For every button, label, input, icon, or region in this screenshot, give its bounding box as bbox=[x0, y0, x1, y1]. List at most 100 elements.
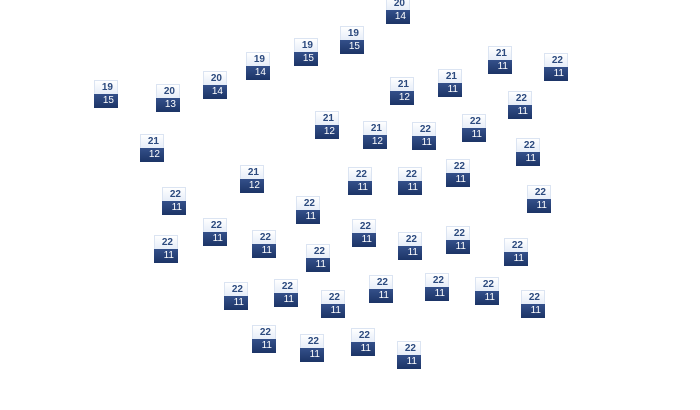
date-tile[interactable]: 22 11 bbox=[462, 114, 486, 142]
tile-top-value: 22 bbox=[425, 273, 449, 287]
date-tile[interactable]: 22 11 bbox=[348, 167, 372, 195]
date-tile[interactable]: 21 12 bbox=[315, 111, 339, 139]
tile-top-value: 21 bbox=[438, 69, 462, 83]
tile-top-value: 22 bbox=[224, 282, 248, 296]
tile-top-value: 22 bbox=[252, 230, 276, 244]
tile-bottom-value: 11 bbox=[252, 244, 276, 258]
tile-bottom-value: 11 bbox=[446, 240, 470, 254]
tile-bottom-value: 14 bbox=[386, 10, 410, 24]
tile-bottom-value: 12 bbox=[390, 91, 414, 105]
date-tile[interactable]: 21 12 bbox=[140, 134, 164, 162]
date-tile[interactable]: 22 11 bbox=[252, 325, 276, 353]
tile-top-value: 22 bbox=[352, 219, 376, 233]
tile-top-value: 22 bbox=[274, 279, 298, 293]
date-tile[interactable]: 22 11 bbox=[274, 279, 298, 307]
tile-bottom-value: 14 bbox=[246, 66, 270, 80]
tile-top-value: 22 bbox=[398, 232, 422, 246]
date-tile[interactable]: 22 11 bbox=[306, 244, 330, 272]
tile-top-value: 22 bbox=[446, 226, 470, 240]
tile-top-value: 22 bbox=[351, 328, 375, 342]
tile-top-value: 22 bbox=[527, 185, 551, 199]
date-tile[interactable]: 20 14 bbox=[203, 71, 227, 99]
date-tile[interactable]: 19 15 bbox=[94, 80, 118, 108]
tile-top-value: 20 bbox=[156, 84, 180, 98]
date-tile[interactable]: 22 11 bbox=[398, 232, 422, 260]
date-tile[interactable]: 22 11 bbox=[154, 235, 178, 263]
tile-bottom-value: 11 bbox=[252, 339, 276, 353]
date-tile[interactable]: 22 11 bbox=[398, 167, 422, 195]
date-tile[interactable]: 22 11 bbox=[321, 290, 345, 318]
tile-bottom-value: 11 bbox=[527, 199, 551, 213]
tile-bottom-value: 15 bbox=[294, 52, 318, 66]
tile-bottom-value: 11 bbox=[300, 348, 324, 362]
date-tile[interactable]: 22 11 bbox=[544, 53, 568, 81]
tile-top-value: 21 bbox=[363, 121, 387, 135]
date-tile[interactable]: 22 11 bbox=[516, 138, 540, 166]
tile-top-value: 21 bbox=[315, 111, 339, 125]
tile-bottom-value: 11 bbox=[203, 232, 227, 246]
tile-bottom-value: 11 bbox=[224, 296, 248, 310]
date-tile[interactable]: 22 11 bbox=[475, 277, 499, 305]
date-tile[interactable]: 21 12 bbox=[390, 77, 414, 105]
tile-top-value: 22 bbox=[203, 218, 227, 232]
tile-top-value: 19 bbox=[340, 26, 364, 40]
date-tile[interactable]: 19 15 bbox=[294, 38, 318, 66]
tile-bottom-value: 11 bbox=[398, 246, 422, 260]
tile-bottom-value: 11 bbox=[397, 355, 421, 369]
tile-bottom-value: 11 bbox=[321, 304, 345, 318]
date-tile[interactable]: 22 11 bbox=[508, 91, 532, 119]
date-tile[interactable]: 22 11 bbox=[296, 196, 320, 224]
date-tile[interactable]: 21 11 bbox=[438, 69, 462, 97]
date-tile[interactable]: 20 14 bbox=[386, 0, 410, 24]
tile-bottom-value: 11 bbox=[351, 342, 375, 356]
tile-bottom-value: 11 bbox=[425, 287, 449, 301]
tile-top-value: 22 bbox=[348, 167, 372, 181]
tile-bottom-value: 12 bbox=[363, 135, 387, 149]
tile-top-value: 22 bbox=[516, 138, 540, 152]
tile-top-value: 22 bbox=[252, 325, 276, 339]
tile-bottom-value: 12 bbox=[240, 179, 264, 193]
tile-top-value: 22 bbox=[296, 196, 320, 210]
tile-bottom-value: 14 bbox=[203, 85, 227, 99]
date-tile[interactable]: 22 11 bbox=[351, 328, 375, 356]
tile-bottom-value: 11 bbox=[398, 181, 422, 195]
tile-bottom-value: 11 bbox=[438, 83, 462, 97]
date-tile[interactable]: 22 11 bbox=[352, 219, 376, 247]
date-tile[interactable]: 19 14 bbox=[246, 52, 270, 80]
date-tile[interactable]: 22 11 bbox=[527, 185, 551, 213]
tile-top-value: 22 bbox=[397, 341, 421, 355]
date-tile[interactable]: 22 11 bbox=[300, 334, 324, 362]
tile-bottom-value: 11 bbox=[462, 128, 486, 142]
date-tile[interactable]: 22 11 bbox=[425, 273, 449, 301]
tile-top-value: 21 bbox=[240, 165, 264, 179]
date-tile[interactable]: 21 12 bbox=[240, 165, 264, 193]
tile-bottom-value: 11 bbox=[352, 233, 376, 247]
date-tile[interactable]: 22 11 bbox=[252, 230, 276, 258]
date-tile[interactable]: 22 11 bbox=[162, 187, 186, 215]
tile-top-value: 22 bbox=[306, 244, 330, 258]
tile-top-value: 19 bbox=[246, 52, 270, 66]
date-tile[interactable]: 22 11 bbox=[397, 341, 421, 369]
tile-bottom-value: 12 bbox=[140, 148, 164, 162]
date-tile[interactable]: 22 11 bbox=[446, 226, 470, 254]
tile-bottom-value: 11 bbox=[508, 105, 532, 119]
tile-bottom-value: 11 bbox=[521, 304, 545, 318]
tile-top-value: 22 bbox=[462, 114, 486, 128]
date-tile[interactable]: 22 11 bbox=[369, 275, 393, 303]
tile-bottom-value: 11 bbox=[504, 252, 528, 266]
date-tile[interactable]: 22 11 bbox=[412, 122, 436, 150]
date-tile[interactable]: 21 11 bbox=[488, 46, 512, 74]
tile-top-value: 22 bbox=[544, 53, 568, 67]
date-tile[interactable]: 22 11 bbox=[203, 218, 227, 246]
tile-top-value: 19 bbox=[294, 38, 318, 52]
date-tile[interactable]: 22 11 bbox=[446, 159, 470, 187]
tile-bottom-value: 11 bbox=[154, 249, 178, 263]
date-tile[interactable]: 19 15 bbox=[340, 26, 364, 54]
date-tile[interactable]: 22 11 bbox=[224, 282, 248, 310]
date-tile[interactable]: 20 13 bbox=[156, 84, 180, 112]
date-tile[interactable]: 22 11 bbox=[504, 238, 528, 266]
tile-bottom-value: 11 bbox=[544, 67, 568, 81]
date-tile[interactable]: 21 12 bbox=[363, 121, 387, 149]
tile-bottom-value: 15 bbox=[94, 94, 118, 108]
date-tile[interactable]: 22 11 bbox=[521, 290, 545, 318]
